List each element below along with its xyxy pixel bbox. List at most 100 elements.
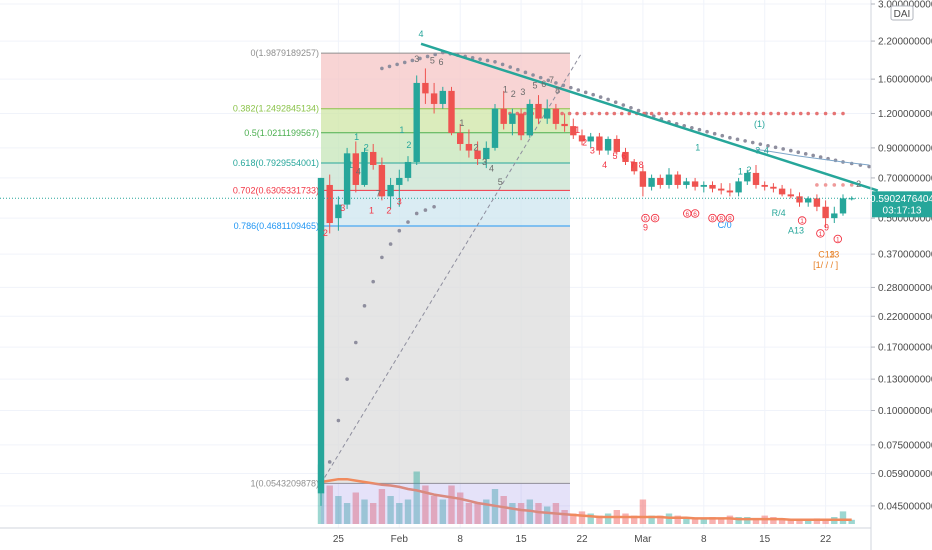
td-circle-label: 8 — [728, 216, 732, 223]
volume-bar — [604, 513, 612, 524]
last-price-label — [872, 191, 932, 218]
candle-body — [413, 82, 420, 162]
dotted-indicator-point — [560, 111, 564, 116]
td-count-label: 2 — [386, 205, 391, 215]
dotted-indicator-point — [735, 137, 740, 142]
dotted-indicator-point — [619, 111, 624, 116]
dotted-indicator-point — [406, 220, 410, 224]
dotted-indicator-point — [687, 111, 691, 116]
moving-average-line — [755, 148, 870, 166]
dotted-indicator-point — [832, 183, 837, 187]
td-count-label: 2 — [323, 228, 328, 238]
fibonacci-retracement[interactable]: 0(1.9879189257) 0.382(1.2492845134) 0.5(1.… — [233, 48, 570, 488]
dotted-indicator-point — [554, 81, 558, 85]
volume-bar — [483, 499, 490, 524]
dotted-indicator-point — [709, 111, 714, 116]
dotted-indicator-point — [679, 111, 684, 116]
td-count-label: 8 — [639, 160, 644, 170]
volume-bar — [813, 518, 821, 524]
time-tick-label: Mar — [634, 534, 652, 545]
candle-body — [700, 184, 707, 187]
td-count-label: 4 — [489, 163, 494, 173]
td-count-label: 1 — [348, 160, 353, 170]
candle-body — [317, 177, 325, 494]
price-axis[interactable]: 3.0000000000 2.2000000000 1.6000000000 1.20… — [870, 0, 932, 550]
volume-bar — [474, 503, 481, 524]
volume-bar — [361, 499, 368, 524]
td-count-label: 1 — [459, 118, 464, 128]
volume-bar — [709, 517, 716, 524]
dotted-indicator-point — [750, 140, 755, 145]
dotted-indicator-point — [387, 64, 392, 69]
candle-body — [335, 204, 342, 219]
volume-bar — [326, 485, 333, 524]
candle-body — [839, 198, 847, 214]
candle-body — [744, 172, 751, 182]
td-count-label: C/0 — [718, 220, 732, 230]
volume-bar — [631, 515, 638, 524]
td-circle-label: 8 — [711, 216, 715, 223]
candle-body — [604, 138, 612, 151]
price-tick-label: 0.3700000000 — [878, 250, 932, 261]
candle-body — [622, 151, 629, 162]
volume-bar — [430, 496, 438, 524]
dotted-indicator-point — [402, 60, 407, 65]
td-circle-marker — [708, 213, 717, 223]
volume-bar — [387, 496, 394, 524]
dotted-indicator-point — [705, 129, 709, 134]
price-tick-label: 1.6000000000 — [878, 75, 932, 86]
td-count-label: 1 — [695, 143, 700, 153]
candle-body — [683, 181, 690, 185]
fib-level-label: 1(0.0543209878) — [250, 478, 319, 488]
volume-bar — [839, 511, 847, 524]
volume-bar — [413, 471, 420, 524]
volume-bar — [578, 511, 586, 524]
fib-level-label: 0(1.9879189257) — [250, 48, 319, 58]
dotted-indicator-point — [493, 59, 497, 64]
time-tick-label: 22 — [576, 534, 588, 545]
candle-body — [526, 103, 533, 136]
candle-body — [796, 196, 803, 203]
td-count-label: 3 — [414, 54, 419, 64]
td-circle-label: 5 — [644, 216, 648, 223]
volume-bar — [752, 518, 760, 524]
td-circle-label: 8 — [719, 216, 723, 223]
td-circle-marker — [797, 216, 807, 225]
time-axis[interactable]: 25 Feb 8 15 22 Mar 8 15 22 — [0, 527, 871, 545]
volume-bar — [778, 518, 786, 524]
candle-body — [787, 194, 794, 197]
currency-badge[interactable] — [890, 5, 914, 21]
td-circle-marker — [641, 213, 650, 223]
td-count-label: 3 — [340, 203, 345, 213]
dotted-indicator-point — [784, 111, 788, 116]
dotted-indicator-point — [743, 139, 747, 143]
dotted-indicator-point — [569, 85, 573, 90]
overlay-lines — [320, 42, 879, 484]
candle-body — [387, 184, 394, 197]
candle-body — [587, 136, 594, 142]
dotted-indicator-point — [546, 78, 551, 83]
td-count-label: 2 — [364, 143, 369, 153]
dotted-indicator-point — [798, 111, 803, 116]
td-count-label: 7 — [630, 160, 635, 170]
dotted-indicator-point — [664, 111, 669, 116]
td-count-label: 6 — [439, 57, 444, 67]
dotted-indicator-point — [832, 111, 837, 116]
candle-body — [691, 181, 699, 187]
candle-body — [778, 188, 786, 195]
dotted-indicator-point — [597, 111, 602, 116]
dotted-indicator-point — [478, 57, 482, 61]
candle-body — [465, 143, 473, 151]
dotted-indicator-point — [716, 111, 721, 116]
candle-body — [491, 108, 499, 148]
dotted-indicator-point — [627, 111, 632, 116]
dotted-indicator-point — [613, 100, 618, 105]
td-count-label: 5 — [430, 56, 435, 66]
dotted-indicator-point — [803, 152, 808, 156]
volume-bar — [674, 515, 681, 524]
time-tick-label: 22 — [820, 534, 832, 545]
dotted-indicator-point — [380, 66, 384, 71]
dotted-indicator-point — [516, 67, 520, 72]
